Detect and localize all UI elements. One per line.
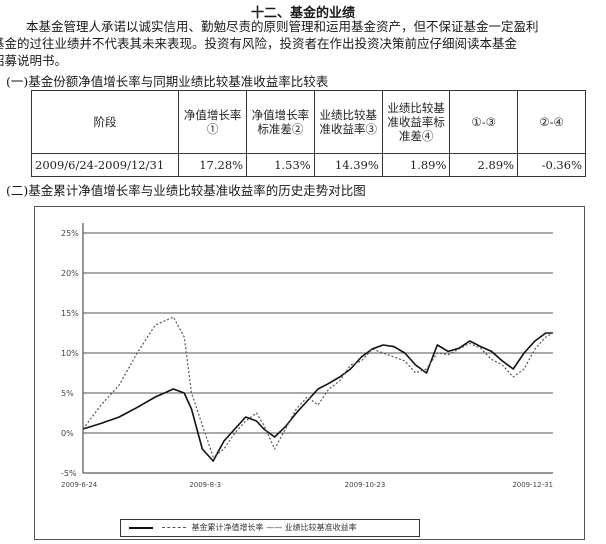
- y-tick-label: 20%: [61, 269, 79, 278]
- x-tick-label: 2009-12-31: [512, 481, 553, 489]
- x-tick-label: 2009-10-23: [345, 481, 386, 489]
- series-line-dashed: [82, 316, 554, 458]
- table-section-title: (一)基金份额净值增长率与同期业绩比较基准收益率比较表: [6, 74, 329, 89]
- header-period: 阶段: [30, 90, 180, 154]
- cell-period: 2009/6/24-2009/12/31: [30, 153, 180, 177]
- header-nav-stddev: 净值增长率标准差②: [246, 90, 315, 154]
- y-tick-label: 0%: [61, 429, 74, 438]
- cell-diff-2-4: -0.36%: [517, 153, 586, 177]
- cell-benchmark-stddev: 1.89%: [381, 153, 451, 177]
- y-tick-label: 15%: [61, 309, 79, 318]
- intro-paragraph: 本基金管理人承诺以诚实信用、勤勉尽责的原则管理和运用基金资产，但不保证基金一定盈…: [0, 18, 606, 69]
- y-tick-label: 5%: [61, 389, 74, 398]
- chart-svg: 25% 20% 15% 10% 5% 0% -5% 2009-6-24 2009-8-3 2009…: [61, 223, 554, 489]
- cell-nav-stddev: 1.53%: [246, 153, 315, 177]
- header-diff-2-4: ②-④: [517, 90, 586, 154]
- table-header-row: 阶段 净值增长率① 净值增长率标准差② 业绩比较基准收益率③ 业绩比较基准收益率…: [30, 90, 586, 154]
- header-benchmark-return: 业绩比较基准收益率③: [313, 90, 383, 154]
- chart-section-title: (二)基金累计净值增长率与业绩比较基准收益率的历史走势对比图: [6, 183, 366, 198]
- table-row: 2009/6/24-2009/12/31 17.28% 1.53% 14.39%…: [30, 153, 586, 177]
- x-tick-label: 2009-6-24: [61, 481, 98, 489]
- header-diff-1-3: ①-③: [449, 90, 519, 154]
- legend-text: 基金累计净值增长率 —— 业绩比较基准收益率: [191, 523, 357, 532]
- cell-benchmark-return: 14.39%: [313, 153, 383, 177]
- y-tick-label: 25%: [61, 229, 79, 238]
- intro-line: 基金的过往业绩并不代表其未来表现。投资有风险，投资者在作出投资决策前应仔细阅读本…: [0, 36, 518, 51]
- header-nav-growth: 净值增长率①: [178, 90, 248, 154]
- cell-nav-growth: 17.28%: [178, 153, 248, 177]
- legend-dashed-swatch: [162, 527, 186, 528]
- x-tick-label: 2009-8-3: [189, 481, 221, 489]
- performance-chart: 25% 20% 15% 10% 5% 0% -5% 2009-6-24 2009-8-3 2009…: [34, 206, 585, 540]
- chart-legend: 基金累计净值增长率 —— 业绩比较基准收益率: [120, 519, 420, 537]
- series-line-solid: [82, 332, 553, 462]
- cell-diff-1-3: 2.89%: [449, 153, 519, 177]
- intro-line: 招募说明书。: [0, 53, 68, 68]
- section-title: 十二、基金的业绩: [250, 6, 355, 21]
- y-tick-label: 10%: [61, 349, 79, 358]
- header-benchmark-stddev: 业绩比较基准收益率标准差④: [381, 90, 451, 154]
- y-tick-label: -5%: [61, 469, 77, 478]
- intro-line: 本基金管理人承诺以诚实信用、勤勉尽责的原则管理和运用基金资产，但不保证基金一定盈…: [26, 19, 539, 34]
- legend-solid-swatch: [129, 526, 153, 529]
- performance-table: 阶段 净值增长率① 净值增长率标准差② 业绩比较基准收益率③ 业绩比较基准收益率…: [30, 90, 586, 177]
